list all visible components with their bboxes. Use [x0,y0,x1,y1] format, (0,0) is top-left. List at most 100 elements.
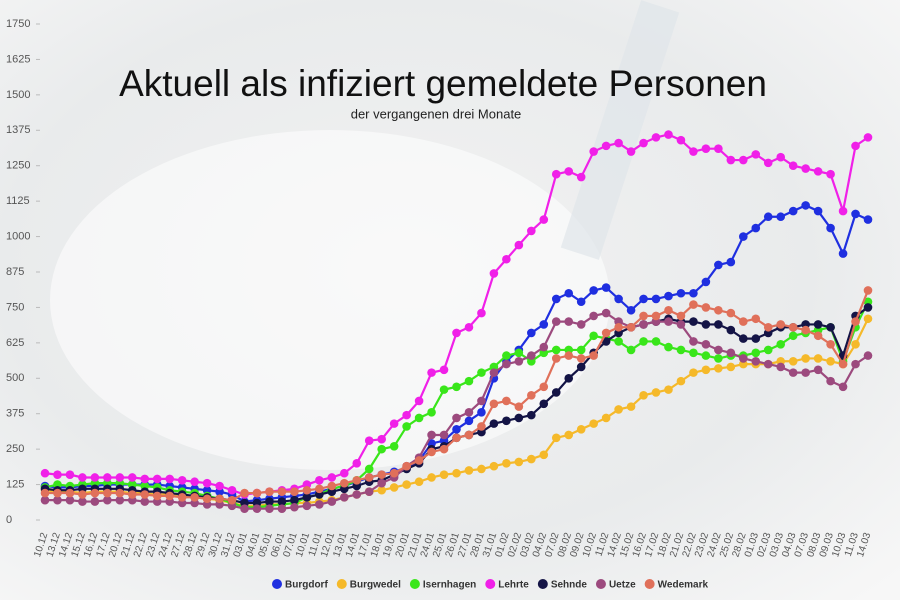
data-point [701,339,711,349]
data-point [863,286,873,295]
data-point [40,468,50,478]
chart-subtitle: der vergangenen drei Monate [351,106,522,121]
data-point [689,317,698,326]
data-point [726,308,736,318]
data-point [551,388,561,397]
data-point [165,474,174,484]
data-point [726,325,736,335]
data-point [527,454,536,464]
data-point [489,368,499,377]
legend-label: Isernhagen [423,580,476,591]
y-tick-label: 1625 [6,53,30,65]
data-point [614,322,623,332]
data-point [813,365,823,375]
data-point [826,356,835,366]
data-point [851,339,860,349]
data-point [726,257,736,267]
legend-marker [336,579,347,589]
data-point [290,495,299,505]
background-shape [50,130,610,470]
data-point [751,150,761,159]
y-tick-label: 625 [6,337,24,349]
data-point [826,339,835,349]
data-point [464,430,474,440]
y-tick-label: 750 [6,301,24,313]
data-point [252,504,262,513]
data-point [626,305,636,315]
data-point [576,320,586,329]
data-point [639,294,648,304]
data-point [838,206,848,216]
data-point [626,147,636,156]
data-point [315,500,324,509]
y-tick-label: 1500 [6,89,30,101]
data-point [639,337,648,346]
data-point [863,314,873,324]
data-point [364,487,374,496]
data-point [364,436,374,445]
data-point [714,144,723,154]
data-point [190,493,199,502]
data-point [714,345,723,355]
data-point [576,345,586,355]
data-point [589,419,598,428]
data-point [726,362,736,372]
data-point [202,494,212,504]
data-point [364,473,374,482]
data-point [477,308,486,318]
data-point [776,362,786,372]
data-point [589,311,598,321]
data-point [551,345,561,355]
data-point [364,464,374,474]
data-point [78,473,87,482]
data-point [589,331,598,341]
data-point [464,466,474,475]
data-point [739,354,748,363]
data-point [127,473,137,482]
data-point [140,497,150,506]
data-point [477,422,486,431]
y-tick-label: 1250 [6,160,30,172]
data-point [676,345,686,355]
data-point [576,425,586,434]
data-point [551,169,561,179]
data-point [427,407,436,417]
data-point [439,365,449,375]
data-point [53,495,62,505]
legend-label: Wedemark [658,580,709,591]
data-point [813,167,823,176]
legend-marker [409,579,420,589]
data-point [90,497,100,506]
data-point [439,444,449,454]
data-point [152,474,162,484]
data-point [464,322,474,332]
data-point [127,490,137,499]
data-point [539,320,549,329]
legend-label: Lehrte [498,580,529,591]
legend-marker [537,579,548,589]
data-point [701,351,711,360]
data-point [464,416,474,426]
data-point [788,161,798,171]
data-point [664,291,673,301]
data-point [664,385,673,394]
data-point [589,147,598,156]
data-point [626,322,636,332]
data-point [576,172,586,182]
data-point [115,495,125,505]
data-point [302,485,312,495]
data-point [377,444,386,454]
data-point [477,464,486,474]
data-point [177,493,187,502]
data-point [477,407,486,417]
y-tick-label: 375 [6,408,24,420]
data-point [103,488,112,498]
data-point [514,457,524,467]
data-point [763,345,773,355]
data-point [514,240,524,250]
data-point [863,215,873,224]
data-point [402,480,411,489]
data-point [539,342,549,352]
data-point [851,359,860,369]
data-point [277,504,287,513]
